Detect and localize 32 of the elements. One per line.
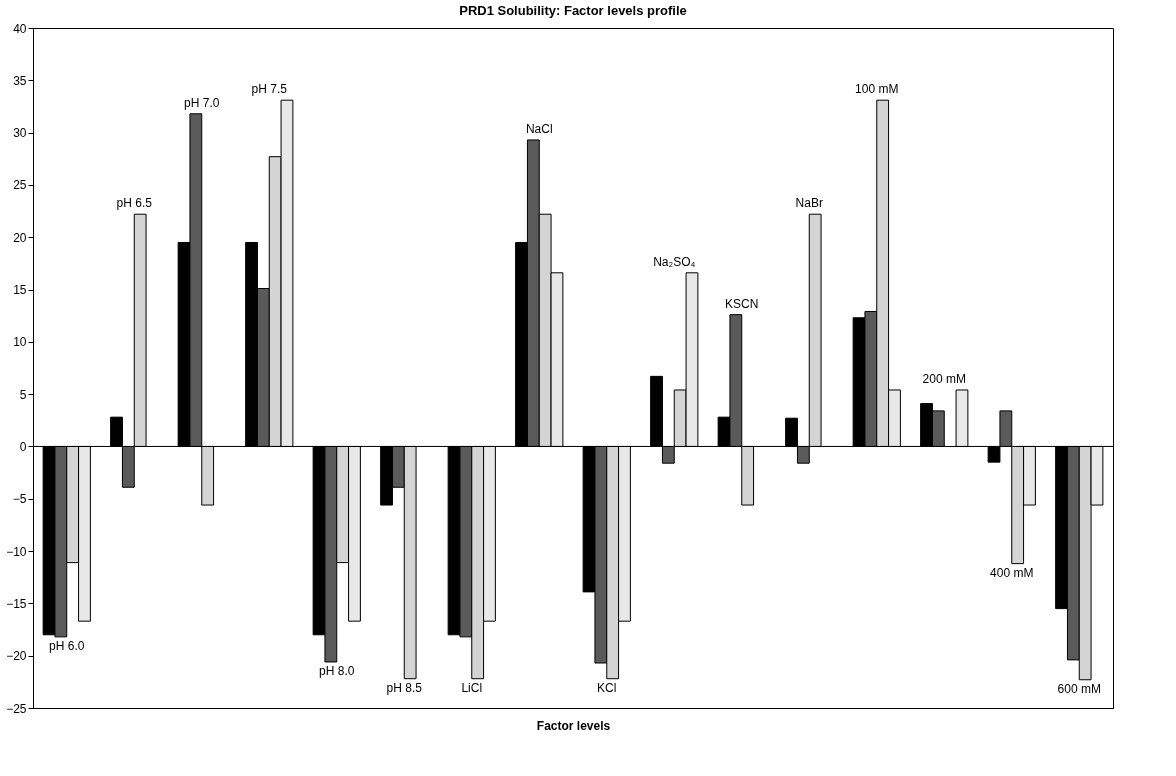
y-tick-label: 30 — [13, 126, 27, 141]
x-tick-label: 200 mM — [922, 371, 966, 386]
x-tick-label: pH 8.5 — [386, 680, 423, 695]
x-tick-label: 600 mM — [1057, 681, 1101, 696]
x-tick-label: KCl — [597, 680, 617, 695]
y-tick-label: 35 — [13, 73, 27, 88]
x-tick-label: LiCl — [461, 680, 483, 695]
x-tick-label: pH 7.5 — [251, 82, 288, 97]
x-tick-label: pH 7.0 — [184, 95, 220, 110]
x-tick-label: pH 8.0 — [319, 663, 355, 678]
x-tick-label: NaBr — [795, 196, 823, 211]
x-tick-label: Na₂SO₄ — [653, 254, 696, 269]
y-tick-label: 5 — [19, 387, 27, 402]
y-tick-label: 0 — [19, 439, 27, 454]
y-tick-label: −20 — [6, 649, 27, 664]
y-tick-label: −25 — [6, 701, 27, 716]
x-tick-label: pH 6.0 — [49, 638, 85, 653]
y-tick-label: 25 — [13, 178, 27, 193]
y-tick-label: −10 — [6, 544, 27, 559]
y-tick-label: 20 — [13, 230, 27, 245]
y-tick-label: −5 — [12, 492, 27, 507]
x-axis-title: Factor levels — [536, 718, 611, 733]
y-tick-label: 40 — [13, 21, 27, 36]
chart-title: PRD1 Solubility: Factor levels profile — [459, 3, 687, 18]
x-tick-label: 100 mM — [855, 82, 899, 97]
x-tick-label: pH 6.5 — [116, 196, 153, 211]
y-tick-label: 15 — [13, 283, 27, 298]
x-tick-label: NaCl — [525, 121, 553, 136]
x-tick-label: KSCN — [725, 296, 759, 311]
x-tick-label: 400 mM — [990, 565, 1034, 580]
y-tick-label: −15 — [6, 596, 27, 611]
y-tick-label: 10 — [13, 335, 27, 350]
